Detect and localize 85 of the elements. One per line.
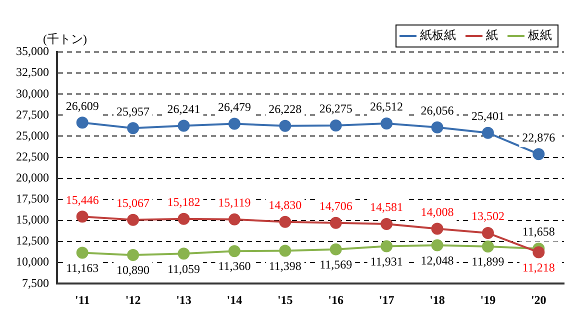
legend-label: 紙板紙: [420, 28, 456, 42]
data-label: 26,241: [167, 102, 200, 116]
y-tick-label: 30,000: [16, 86, 49, 100]
y-tick-label: 35,000: [16, 44, 49, 58]
data-label: 11,658: [522, 224, 555, 239]
point: [279, 244, 292, 257]
y-tick-label: 12,500: [16, 234, 49, 248]
point: [380, 240, 393, 252]
data-label: 11,899: [472, 254, 504, 269]
point: [482, 126, 494, 139]
data-label: 15,182: [167, 195, 200, 210]
point: [178, 212, 190, 225]
data-label: 26,512: [370, 100, 404, 114]
point: [330, 119, 342, 132]
data-label: 11,218: [522, 260, 555, 274]
x-tick-label: '16: [328, 292, 344, 307]
point: [330, 243, 342, 256]
data-label: 11,360: [218, 259, 251, 274]
y-tick-label: 15,000: [16, 212, 49, 227]
point: [380, 117, 393, 130]
data-label: 26,056: [420, 103, 454, 118]
point: [279, 120, 292, 132]
point: [127, 214, 140, 226]
data-label: 26,609: [66, 98, 99, 113]
data-label: 14,830: [268, 198, 302, 212]
y-tick-label: 32,500: [16, 65, 49, 80]
y-tick-label: 7,500: [22, 276, 49, 290]
point: [228, 245, 240, 258]
x-tick-label: '13: [176, 292, 192, 307]
point: [228, 213, 240, 226]
data-label: 11,398: [268, 258, 302, 273]
point: [532, 246, 545, 258]
point: [76, 210, 88, 223]
data-label: 14,706: [319, 199, 352, 214]
data-label: 26,275: [319, 102, 352, 116]
point: [482, 227, 494, 240]
point: [178, 120, 190, 132]
data-label: 22,876: [522, 130, 556, 144]
x-tick-label: '11: [75, 292, 90, 307]
y-axis-title: (千トン): [43, 32, 87, 46]
point: [482, 240, 494, 253]
point: [330, 216, 342, 229]
x-tick-label: '14: [226, 292, 242, 307]
data-label: 15,119: [218, 196, 251, 210]
point: [127, 122, 140, 134]
y-tick-label: 20,000: [16, 170, 49, 184]
legend-label: 板紙: [527, 28, 552, 42]
data-label: 25,401: [471, 108, 504, 123]
y-tick-label: 22,500: [16, 149, 49, 164]
data-label: 12,048: [420, 253, 454, 268]
data-label: 26,479: [218, 100, 251, 114]
data-label: 14,581: [370, 200, 404, 214]
data-label: 15,446: [66, 192, 99, 207]
point: [279, 216, 292, 228]
x-tick-label: '15: [277, 292, 293, 307]
data-label: 25,957: [116, 104, 150, 118]
y-tick-label: 17,500: [16, 192, 49, 206]
y-tick-label: 25,000: [16, 128, 49, 142]
y-tick-label: 27,500: [16, 107, 49, 122]
data-label: 11,163: [66, 260, 99, 275]
data-label: 10,890: [116, 263, 150, 278]
point: [228, 118, 240, 130]
data-label: 13,502: [471, 209, 504, 224]
x-tick-label: '18: [430, 292, 445, 307]
data-label: 15,067: [116, 196, 150, 210]
point: [127, 249, 140, 262]
point: [431, 121, 444, 134]
point: [76, 116, 88, 129]
data-label: 26,228: [268, 102, 302, 116]
x-tick-label: '20: [530, 292, 546, 307]
data-label: 14,008: [420, 204, 454, 219]
point: [380, 218, 393, 230]
point: [178, 248, 190, 260]
legend-label: 紙: [486, 28, 498, 42]
data-label: 11,569: [320, 257, 352, 272]
x-tick-label: '19: [480, 292, 496, 307]
data-label: 11,059: [167, 262, 200, 276]
y-tick-label: 10,000: [16, 254, 49, 269]
point: [532, 148, 545, 160]
point: [431, 222, 444, 235]
x-tick-label: '12: [125, 292, 141, 307]
x-tick-label: '17: [378, 292, 394, 307]
point: [431, 239, 444, 252]
data-label: 11,931: [370, 254, 403, 268]
point: [76, 246, 88, 259]
